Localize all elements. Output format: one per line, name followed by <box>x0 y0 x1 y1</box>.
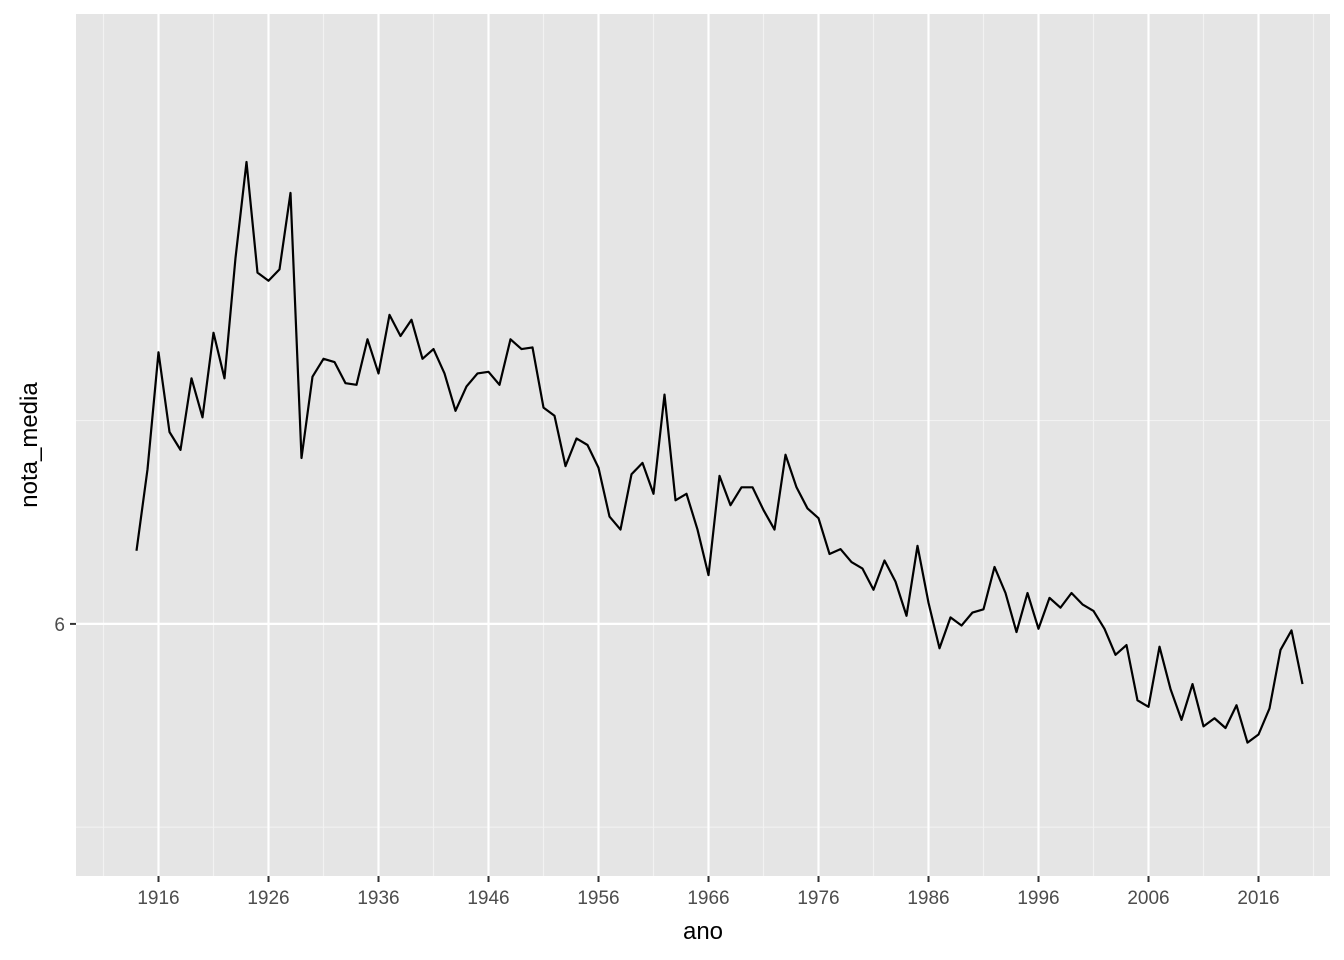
major-gridlines <box>76 14 1330 876</box>
x-tick-label: 1976 <box>797 888 839 909</box>
x-tick-label: 1956 <box>577 888 619 909</box>
x-tick-label: 1966 <box>687 888 729 909</box>
x-tick-label: 1986 <box>907 888 949 909</box>
x-axis: 1916 1926 1936 1946 1956 1966 1976 1986 1996 2006… <box>137 876 1280 909</box>
x-tick-label: 1916 <box>137 888 179 909</box>
minor-gridlines <box>76 14 1330 876</box>
x-tick-label: 2016 <box>1237 888 1279 909</box>
x-tick-label: 1936 <box>357 888 399 909</box>
x-tick-label: 1946 <box>467 888 509 909</box>
y-axis-title: nota_media <box>16 382 43 508</box>
x-tick-label: 1996 <box>1017 888 1059 909</box>
y-axis: 6 <box>54 615 76 636</box>
x-tick-label: 1926 <box>247 888 289 909</box>
x-tick-label: 2006 <box>1127 888 1169 909</box>
x-axis-title: ano <box>683 918 723 945</box>
y-tick-label: 6 <box>54 615 65 636</box>
series-line <box>135 160 1304 744</box>
plot-panel <box>76 14 1330 876</box>
